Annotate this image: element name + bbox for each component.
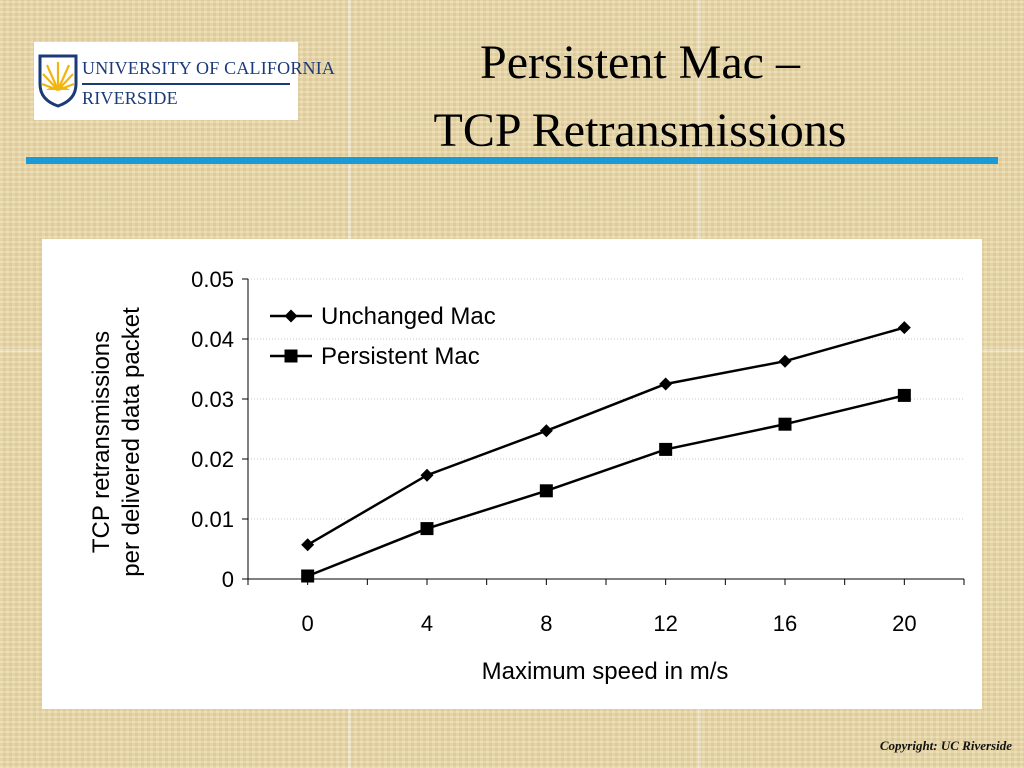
copyright-notice: Copyright: UC Riverside xyxy=(879,738,1012,753)
x-tick-label: 8 xyxy=(540,611,552,636)
x-tick-label: 20 xyxy=(892,611,916,636)
line-chart: 0 0.01 0.02 0.03 0.04 0.05 0 4 8 12 16 20 Unchanged… xyxy=(88,267,965,685)
chart-ticks: 0 0.01 0.02 0.03 0.04 0.05 0 4 8 12 16 20 xyxy=(191,267,965,636)
legend-item-unchanged-mac: Unchanged Mac xyxy=(270,303,496,330)
legend-item-persistent-mac: Persistent Mac xyxy=(270,343,480,370)
logo-divider xyxy=(82,83,290,85)
slide-title-line1: Persistent Mac – xyxy=(480,36,800,89)
slide-title-line2: TCP Retransmissions xyxy=(433,104,847,157)
data-point-unchanged-mac xyxy=(301,538,315,552)
data-point-persistent-mac xyxy=(778,417,792,431)
legend-label: Persistent Mac xyxy=(321,343,480,370)
y-tick-label: 0.05 xyxy=(191,267,234,292)
y-tick-label: 0.01 xyxy=(191,507,234,532)
data-point-persistent-mac xyxy=(897,388,911,402)
ucr-seal-icon xyxy=(38,54,78,108)
ucr-logo: UNIVERSITY OF CALIFORNIA RIVERSIDE xyxy=(34,42,335,120)
x-tick-label: 4 xyxy=(421,611,433,636)
legend-marker xyxy=(284,309,298,323)
series-line-persistent-mac xyxy=(307,394,905,578)
series-unchanged-mac xyxy=(301,321,911,552)
data-point-unchanged-mac xyxy=(897,321,911,335)
x-tick-label: 0 xyxy=(302,611,314,636)
x-axis-label: Maximum speed in m/s xyxy=(482,658,729,685)
legend-label: Unchanged Mac xyxy=(321,303,496,330)
y-axis-label-line2: per delivered data packet xyxy=(118,307,145,577)
data-point-unchanged-mac xyxy=(659,377,673,391)
logo-campus-text: RIVERSIDE xyxy=(82,88,178,108)
data-point-unchanged-mac xyxy=(539,424,553,438)
y-axis-label-line1: TCP retransmissions xyxy=(88,331,115,553)
series-line-unchanged-mac xyxy=(307,326,905,546)
y-tick-label: 0.04 xyxy=(191,327,234,352)
series-persistent-mac xyxy=(301,388,911,583)
x-tick-label: 12 xyxy=(653,611,677,636)
chart-legend: Unchanged Mac Persistent Mac xyxy=(270,303,496,370)
y-tick-label: 0.02 xyxy=(191,447,234,472)
data-point-persistent-mac xyxy=(659,442,673,456)
x-tick-label: 16 xyxy=(773,611,797,636)
data-point-persistent-mac xyxy=(301,569,315,583)
data-point-unchanged-mac xyxy=(420,468,434,482)
data-point-persistent-mac xyxy=(420,522,434,536)
legend-marker xyxy=(284,349,298,363)
chart-gridlines xyxy=(248,278,964,520)
chart-series xyxy=(301,321,911,583)
data-point-persistent-mac xyxy=(539,484,553,498)
y-axis-label: TCP retransmissions per delivered data p… xyxy=(88,307,145,577)
data-point-unchanged-mac xyxy=(778,354,792,368)
y-tick-label: 0.03 xyxy=(191,387,234,412)
y-tick-label: 0 xyxy=(222,567,234,592)
logo-university-text: UNIVERSITY OF CALIFORNIA xyxy=(82,58,336,78)
chart-panel: 0 0.01 0.02 0.03 0.04 0.05 0 4 8 12 16 20 Unchanged… xyxy=(42,239,982,709)
title-divider xyxy=(26,157,998,164)
